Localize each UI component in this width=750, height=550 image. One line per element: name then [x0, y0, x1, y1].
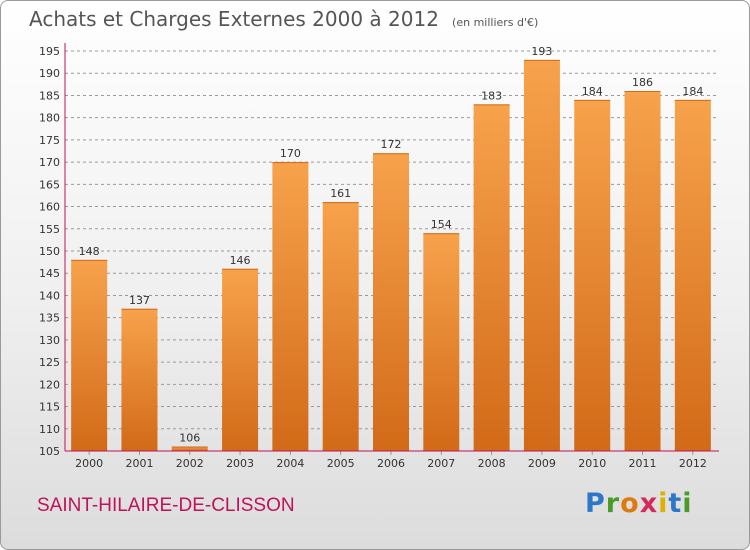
logo-letter: t	[668, 488, 683, 519]
x-tick-label: 2008	[478, 457, 506, 470]
y-tick-label: 130	[39, 334, 60, 347]
x-tick-label: 2004	[276, 457, 304, 470]
y-tick-label: 125	[39, 356, 60, 369]
bar-2002	[171, 446, 208, 451]
y-tick-label: 185	[39, 89, 60, 102]
unit-note: (en milliers d'€)	[452, 16, 539, 29]
logo-letter: x	[639, 488, 659, 519]
x-tick-label: 2011	[629, 457, 657, 470]
x-tick-label: 2002	[176, 457, 204, 470]
y-tick-label: 105	[39, 445, 60, 458]
bar-2008	[473, 104, 510, 451]
bar-2010	[574, 99, 611, 451]
x-tick-label: 2005	[327, 457, 355, 470]
y-tick-label: 150	[39, 245, 60, 258]
x-tick-label: 2007	[427, 457, 455, 470]
data-label: 148	[79, 245, 100, 258]
logo-letter: i	[682, 488, 693, 519]
y-tick-label: 135	[39, 312, 60, 325]
bar-2012	[674, 99, 711, 451]
axes	[64, 43, 719, 455]
logo-letter: r	[605, 488, 621, 519]
y-tick-label: 175	[39, 134, 60, 147]
x-tick-label: 2009	[528, 457, 556, 470]
data-label: 137	[129, 294, 150, 307]
y-tick-label: 180	[39, 112, 60, 125]
y-tick-label: 160	[39, 201, 60, 214]
logo-letter: P	[585, 488, 606, 519]
y-tick-label: 165	[39, 178, 60, 191]
logo-letter: o	[620, 488, 640, 519]
data-label: 184	[582, 85, 603, 98]
y-tick-label: 140	[39, 289, 60, 302]
data-label: 154	[431, 218, 452, 231]
y-tick-label: 195	[39, 45, 60, 58]
labels: 105 110 115 120 125 130 135 140 145 150 155 160 165 1…	[39, 45, 707, 470]
bar-2011	[624, 91, 661, 451]
bars	[71, 59, 711, 452]
logo-letter: i	[658, 488, 669, 519]
bar-2006	[373, 153, 409, 451]
bar-2001	[121, 308, 158, 451]
x-tick-label: 2012	[679, 457, 707, 470]
x-tick-label: 2006	[377, 457, 405, 470]
y-tick-label: 115	[39, 401, 60, 414]
chart-title-row: Achats et Charges Externes 2000 à 2012 (…	[29, 7, 538, 31]
bar-2007	[423, 233, 460, 451]
x-tick-label: 2000	[75, 457, 103, 470]
y-tick-label: 110	[39, 423, 60, 436]
x-tick-label: 2001	[125, 457, 153, 470]
bar-2005	[322, 202, 359, 451]
data-label: 161	[330, 187, 351, 200]
y-tick-label: 120	[39, 378, 60, 391]
commune-name: SAINT-HILAIRE-DE-CLISSON	[37, 495, 295, 516]
bar-2009	[523, 59, 560, 452]
data-label: 106	[179, 432, 200, 445]
data-label: 170	[280, 147, 301, 160]
y-tick-label: 170	[39, 156, 60, 169]
y-tick-label: 155	[39, 223, 60, 236]
proxiti-logo: Proxiti	[585, 488, 693, 519]
chart-title: Achats et Charges Externes 2000 à 2012	[29, 7, 439, 31]
data-label: 193	[531, 45, 552, 58]
x-tick-label: 2010	[578, 457, 606, 470]
data-label: 186	[632, 76, 653, 89]
y-tick-label: 145	[39, 267, 60, 280]
bar-2003	[222, 268, 259, 451]
x-tick-label: 2003	[226, 457, 254, 470]
y-tick-label: 190	[39, 67, 60, 80]
data-label: 146	[230, 254, 251, 267]
bar-2004	[272, 162, 309, 451]
data-label: 172	[381, 138, 402, 151]
bar-2000	[71, 259, 108, 451]
data-label: 184	[682, 85, 703, 98]
data-label: 183	[481, 89, 502, 102]
